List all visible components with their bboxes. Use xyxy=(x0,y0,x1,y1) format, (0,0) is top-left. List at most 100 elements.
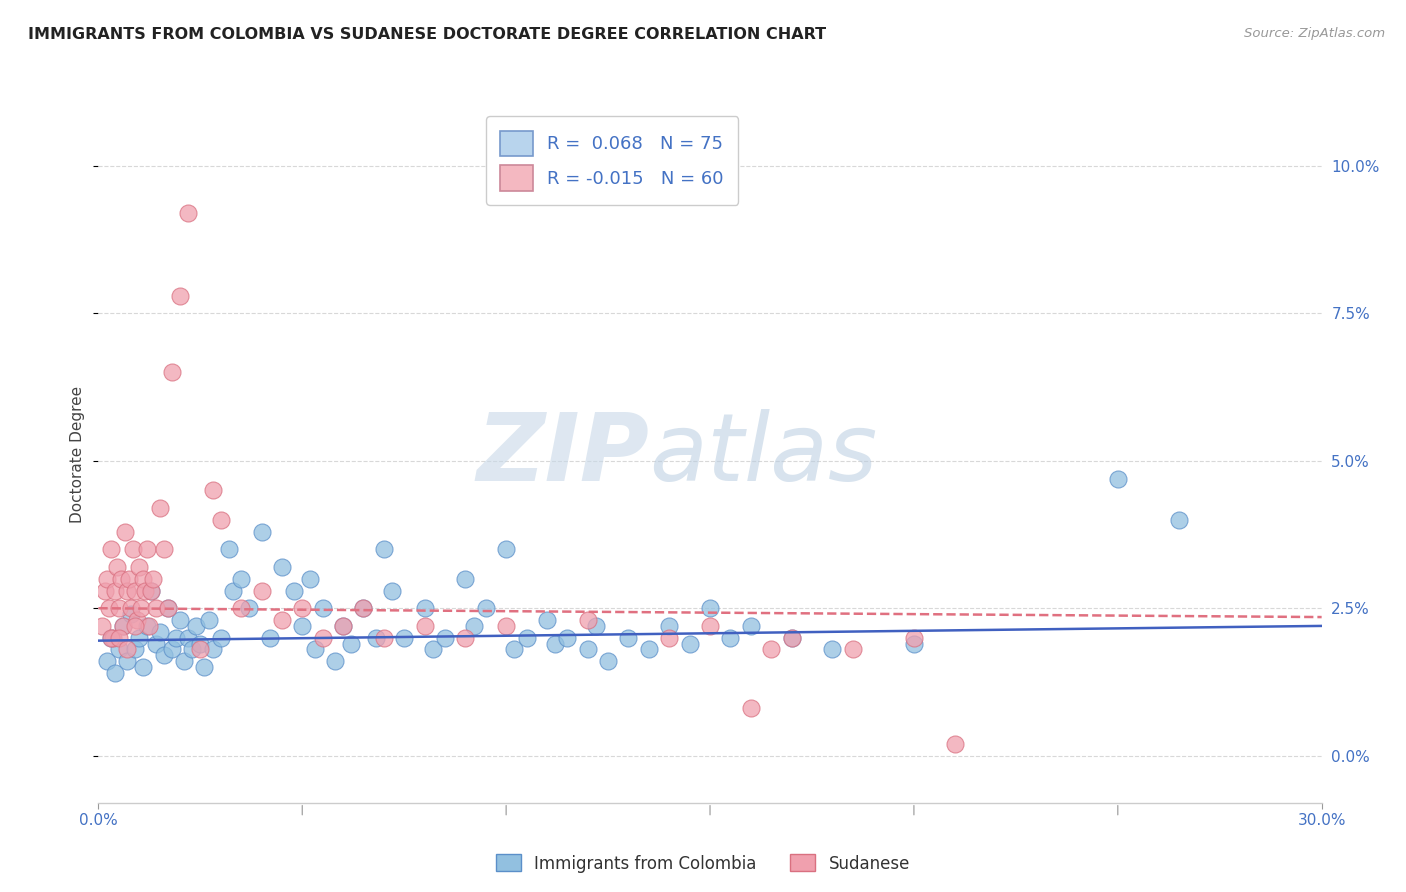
Point xyxy=(1107,471,1129,485)
Point xyxy=(250,583,273,598)
Point xyxy=(658,631,681,645)
Point xyxy=(352,601,374,615)
Point xyxy=(503,642,526,657)
Point xyxy=(156,601,179,615)
Point xyxy=(193,660,215,674)
Point xyxy=(127,613,149,627)
Point xyxy=(201,483,224,498)
Point xyxy=(699,601,721,615)
Point xyxy=(780,631,803,645)
Point xyxy=(270,613,294,627)
Point xyxy=(231,572,253,586)
Point xyxy=(373,631,395,645)
Point xyxy=(536,613,558,627)
Point xyxy=(270,560,294,574)
Point xyxy=(145,637,167,651)
Point xyxy=(160,642,183,657)
Point xyxy=(495,619,517,633)
Point xyxy=(145,601,167,615)
Point xyxy=(740,619,762,633)
Point xyxy=(291,601,314,615)
Point xyxy=(91,619,114,633)
Point xyxy=(104,583,127,598)
Point xyxy=(821,642,844,657)
Point xyxy=(181,642,204,657)
Point xyxy=(96,572,118,586)
Point xyxy=(149,624,172,639)
Point xyxy=(124,619,146,633)
Point xyxy=(413,619,436,633)
Point xyxy=(104,666,127,681)
Point xyxy=(222,583,245,598)
Point xyxy=(250,524,273,539)
Point xyxy=(101,631,124,645)
Point xyxy=(299,572,322,586)
Point xyxy=(96,654,118,668)
Point xyxy=(516,631,538,645)
Point xyxy=(658,619,681,633)
Point xyxy=(132,660,155,674)
Point xyxy=(304,642,326,657)
Point xyxy=(115,654,138,668)
Point xyxy=(259,631,281,645)
Point xyxy=(576,613,599,627)
Point xyxy=(152,648,174,663)
Point xyxy=(160,365,183,379)
Point xyxy=(740,701,762,715)
Point xyxy=(323,654,346,668)
Point xyxy=(188,637,212,651)
Point xyxy=(1167,513,1189,527)
Point xyxy=(169,613,191,627)
Point xyxy=(495,542,517,557)
Point xyxy=(332,619,354,633)
Point xyxy=(177,206,200,220)
Point xyxy=(413,601,436,615)
Point xyxy=(392,631,416,645)
Point xyxy=(454,631,477,645)
Point xyxy=(422,642,444,657)
Point xyxy=(165,631,187,645)
Point xyxy=(352,601,374,615)
Point xyxy=(544,637,567,651)
Point xyxy=(312,631,335,645)
Point xyxy=(141,583,163,598)
Point xyxy=(186,619,208,633)
Point xyxy=(93,583,115,598)
Point xyxy=(108,601,131,615)
Point xyxy=(576,642,599,657)
Point xyxy=(638,642,661,657)
Point xyxy=(114,524,136,539)
Point xyxy=(381,583,404,598)
Point xyxy=(108,642,131,657)
Point xyxy=(903,631,925,645)
Text: ZIP: ZIP xyxy=(477,409,650,501)
Point xyxy=(209,513,232,527)
Point xyxy=(188,642,212,657)
Point xyxy=(132,572,155,586)
Point xyxy=(679,637,702,651)
Point xyxy=(124,642,146,657)
Text: IMMIGRANTS FROM COLOMBIA VS SUDANESE DOCTORATE DEGREE CORRELATION CHART: IMMIGRANTS FROM COLOMBIA VS SUDANESE DOC… xyxy=(28,27,827,42)
Point xyxy=(903,637,925,651)
Point xyxy=(115,583,138,598)
Legend: R =  0.068   N = 75, R = -0.015   N = 60: R = 0.068 N = 75, R = -0.015 N = 60 xyxy=(486,116,738,205)
Point xyxy=(197,613,219,627)
Point xyxy=(841,642,863,657)
Point xyxy=(238,601,260,615)
Point xyxy=(97,601,120,615)
Point xyxy=(115,642,138,657)
Point xyxy=(759,642,782,657)
Text: atlas: atlas xyxy=(650,409,877,500)
Point xyxy=(120,607,142,621)
Point xyxy=(177,631,200,645)
Legend: Immigrants from Colombia, Sudanese: Immigrants from Colombia, Sudanese xyxy=(489,847,917,880)
Point xyxy=(474,601,498,615)
Point xyxy=(134,583,156,598)
Point xyxy=(124,583,146,598)
Point xyxy=(100,542,122,557)
Point xyxy=(100,631,122,645)
Point xyxy=(138,619,160,633)
Point xyxy=(209,631,232,645)
Point xyxy=(122,542,145,557)
Point xyxy=(585,619,607,633)
